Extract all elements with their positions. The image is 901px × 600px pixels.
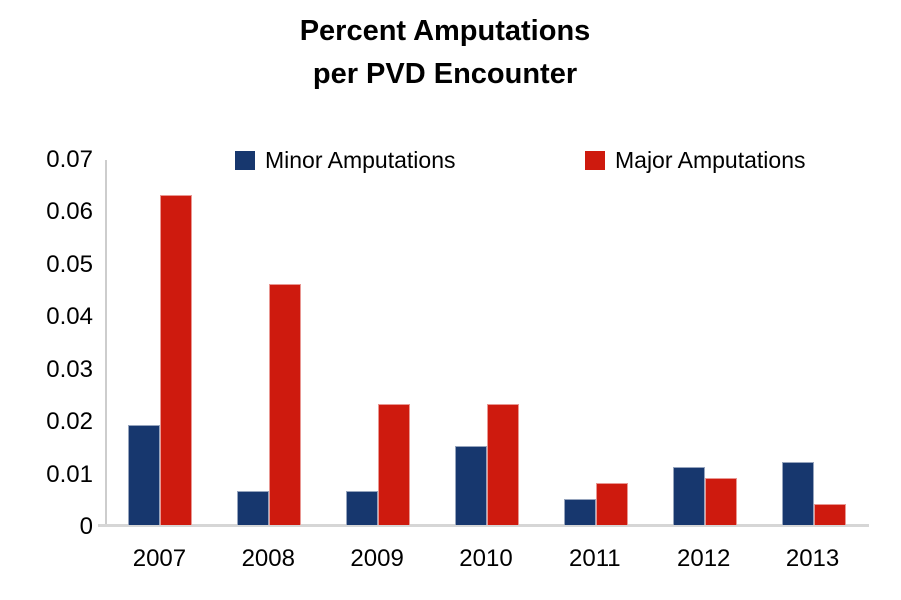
legend-label-minor: Minor Amputations <box>265 146 456 173</box>
bar-major-2007 <box>160 195 193 525</box>
chart-title-line-1: Percent Amputations <box>299 15 591 47</box>
bar-major-2009 <box>378 404 411 525</box>
chart-title-line-2: per PVD Encounter <box>312 58 578 90</box>
legend-item-major-amputations: Major Amputations <box>585 146 805 174</box>
x-tick-label-2009: 2009 <box>350 545 404 572</box>
y-tick-label-0.06: 0.06 <box>46 198 93 226</box>
y-tick-label-0.01: 0.01 <box>46 460 93 488</box>
y-tick-label-0.05: 0.05 <box>46 250 93 278</box>
bar-minor-2012 <box>672 467 705 525</box>
plot-area <box>98 160 869 527</box>
x-tick-label-2007: 2007 <box>132 545 187 572</box>
bar-minor-2008 <box>237 491 270 525</box>
y-tick-label-0: 0 <box>79 513 93 540</box>
y-tick-label-0.04: 0.04 <box>46 303 93 331</box>
x-tick-label-2013: 2013 <box>785 545 840 572</box>
bar-minor-2010 <box>455 446 487 525</box>
legend-item-minor-amputations: Minor Amputations <box>235 146 455 174</box>
y-tick-label-0.03: 0.03 <box>46 355 93 383</box>
bar-major-2012 <box>704 478 737 525</box>
bar-minor-2013 <box>781 462 814 525</box>
x-tick-label-2008: 2008 <box>241 545 295 572</box>
bar-major-2010 <box>487 404 519 525</box>
bar-major-2008 <box>269 284 302 525</box>
bar-minor-2007 <box>128 425 161 525</box>
x-tick-label-2010: 2010 <box>459 545 513 572</box>
bar-major-2011 <box>595 483 628 525</box>
chart-legend: Minor Amputations Major Amputations <box>0 146 901 174</box>
legend-swatch-minor-icon <box>235 150 255 170</box>
y-tick-label-0.02: 0.02 <box>46 408 93 436</box>
bar-major-2013 <box>813 504 846 525</box>
bar-minor-2009 <box>346 491 379 525</box>
chart-title: Percent Amputations per PVD Encounter <box>0 10 890 96</box>
x-tick-label-2011: 2011 <box>569 545 621 572</box>
legend-label-major: Major Amputations <box>615 146 806 173</box>
y-tick-label-0.07: 0.07 <box>46 146 93 173</box>
bar-minor-2011 <box>563 499 596 525</box>
x-tick-label-2012: 2012 <box>677 545 731 572</box>
legend-swatch-major-icon <box>585 150 605 170</box>
x-axis-line <box>98 524 869 527</box>
